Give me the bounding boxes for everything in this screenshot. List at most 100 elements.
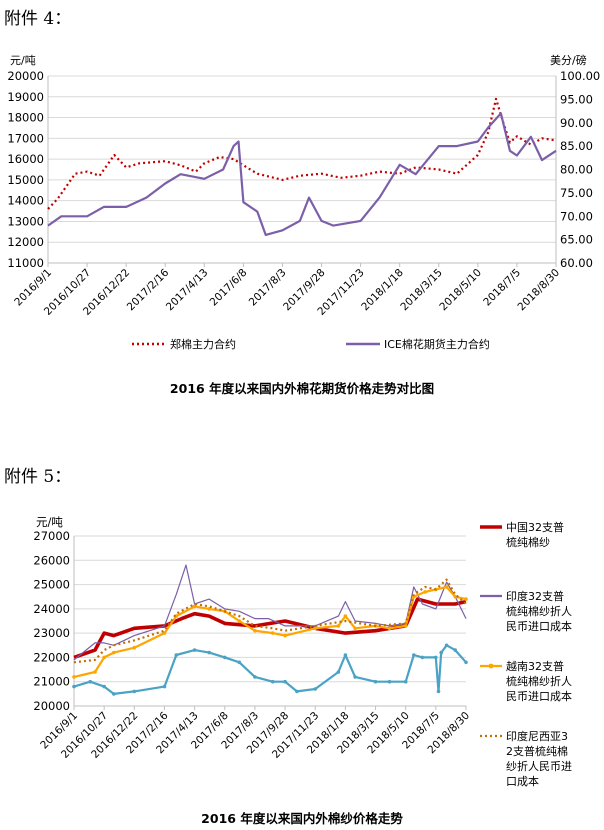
data-point (174, 614, 179, 618)
data-point (253, 628, 257, 633)
y2-tick-label: 70.00 (560, 209, 593, 223)
cotton-yarn-chart-svg: 20000 21000 22000 23000 24000 25000 26000 27000… (33, 515, 572, 788)
cotton-yarn-chart: 20000 21000 22000 23000 24000 25000 26000 27000… (0, 500, 604, 800)
y-tick-label: 21000 (33, 675, 70, 689)
data-point (283, 633, 287, 638)
legend-label-line: 印度尼西亚3 (506, 729, 568, 743)
y-tick-label: 17000 (7, 131, 44, 145)
legend-label-line: 民币进口成本 (506, 689, 572, 703)
y-tick-label: 24000 (33, 602, 70, 616)
legend-label-line: 印度32支普 (506, 589, 564, 603)
data-point (270, 679, 275, 684)
data-point (453, 648, 458, 652)
y-tick-label: 19000 (7, 90, 44, 104)
legend-label-line: 梳纯棉纱折人 (506, 604, 572, 618)
y2-tick-label: 90.00 (560, 116, 593, 130)
legend-label-line: 越南32支普 (506, 659, 564, 673)
legend-label: ICE棉花期货主力合约 (384, 337, 490, 351)
data-point (192, 648, 197, 652)
data-point (72, 675, 76, 679)
data-point (403, 624, 408, 628)
y2-tick-label: 85.00 (560, 139, 593, 153)
data-point (112, 692, 116, 696)
y-tick-label: 12000 (7, 235, 44, 249)
data-point (387, 679, 392, 684)
data-point (112, 650, 116, 655)
y-axis-unit-label: 元/吨 (36, 515, 63, 529)
data-point (373, 679, 378, 684)
y-tick-label: 13000 (7, 214, 44, 228)
data-point (423, 590, 427, 594)
y-tick-label: 25000 (33, 578, 70, 592)
data-point (336, 624, 341, 628)
data-point (313, 687, 318, 691)
y-tick-label: 16000 (7, 152, 44, 166)
data-point (353, 626, 357, 631)
data-point (313, 626, 318, 631)
y2-tick-label: 100.00 (560, 69, 600, 83)
legend-label-line: 梳纯棉纱 (506, 535, 550, 549)
series-line (73, 644, 467, 695)
data-point (88, 679, 92, 684)
data-point (253, 675, 257, 679)
y2-tick-label: 65.00 (560, 233, 593, 247)
data-point (102, 684, 106, 689)
data-point (444, 643, 449, 648)
data-point (270, 631, 275, 635)
attachment-5-heading: 附件 5： (4, 467, 72, 487)
cotton-futures-chart: 11000 12000 13000 14000 15000 16000 17000 18000… (0, 38, 604, 368)
y-axis-unit-label: 元/吨 (10, 54, 36, 67)
y-tick-label: 18000 (7, 111, 44, 125)
data-point (162, 631, 167, 635)
data-point (343, 614, 348, 618)
chart-2-caption: 2016 年度以来国内外棉纱价格走势 (201, 811, 403, 826)
data-point (174, 653, 179, 657)
legend-label-line: 口成本 (506, 774, 539, 788)
series-line (73, 597, 467, 660)
y2-tick-label: 60.00 (560, 256, 593, 270)
series-line (47, 112, 557, 236)
legend-marker (488, 663, 494, 669)
data-point (412, 653, 416, 657)
data-point (102, 655, 106, 660)
y-tick-label: 20000 (7, 69, 44, 83)
data-point (283, 679, 287, 684)
series-line (73, 564, 467, 661)
data-point (207, 650, 211, 655)
cotton-futures-chart-svg: 11000 12000 13000 14000 15000 16000 17000 18000… (7, 53, 600, 351)
y-tick-label: 26000 (33, 553, 70, 567)
x-tick-label: 2018/5/10 (437, 267, 484, 314)
legend-label: 郑棉主力合约 (170, 337, 236, 351)
data-point (93, 670, 97, 674)
data-point (295, 689, 299, 694)
legend-label-line: 中国32支普 (506, 520, 564, 534)
data-point (436, 689, 441, 694)
data-point (453, 594, 458, 599)
data-point (207, 607, 211, 611)
attachment-4-heading: 附件 4： (4, 9, 72, 29)
legend-label-line: 纱折人民币进 (506, 759, 572, 773)
data-point (464, 597, 468, 601)
y-tick-label: 11000 (7, 256, 44, 270)
legend-label-line: 民币进口成本 (506, 619, 572, 633)
data-point (223, 655, 227, 660)
data-point (132, 645, 137, 650)
data-point (237, 660, 242, 665)
y2-tick-label: 75.00 (560, 186, 593, 200)
y2-axis-unit-label: 美分/磅 (550, 53, 587, 67)
data-point (464, 660, 468, 665)
legend-label-line: 2支普梳纯棉 (506, 744, 568, 758)
data-point (162, 684, 167, 689)
x-tick-label: 2017/4/13 (164, 267, 211, 314)
data-point (353, 675, 357, 679)
data-point (420, 655, 425, 660)
data-point (343, 653, 348, 657)
x-tick-label: 2017/6/8 (208, 267, 250, 309)
data-point (132, 689, 137, 694)
data-point (387, 626, 392, 631)
data-point (336, 670, 341, 674)
data-point (434, 655, 438, 660)
data-point (444, 585, 449, 589)
y-tick-label: 20000 (33, 699, 70, 713)
y-tick-label: 22000 (33, 650, 70, 664)
